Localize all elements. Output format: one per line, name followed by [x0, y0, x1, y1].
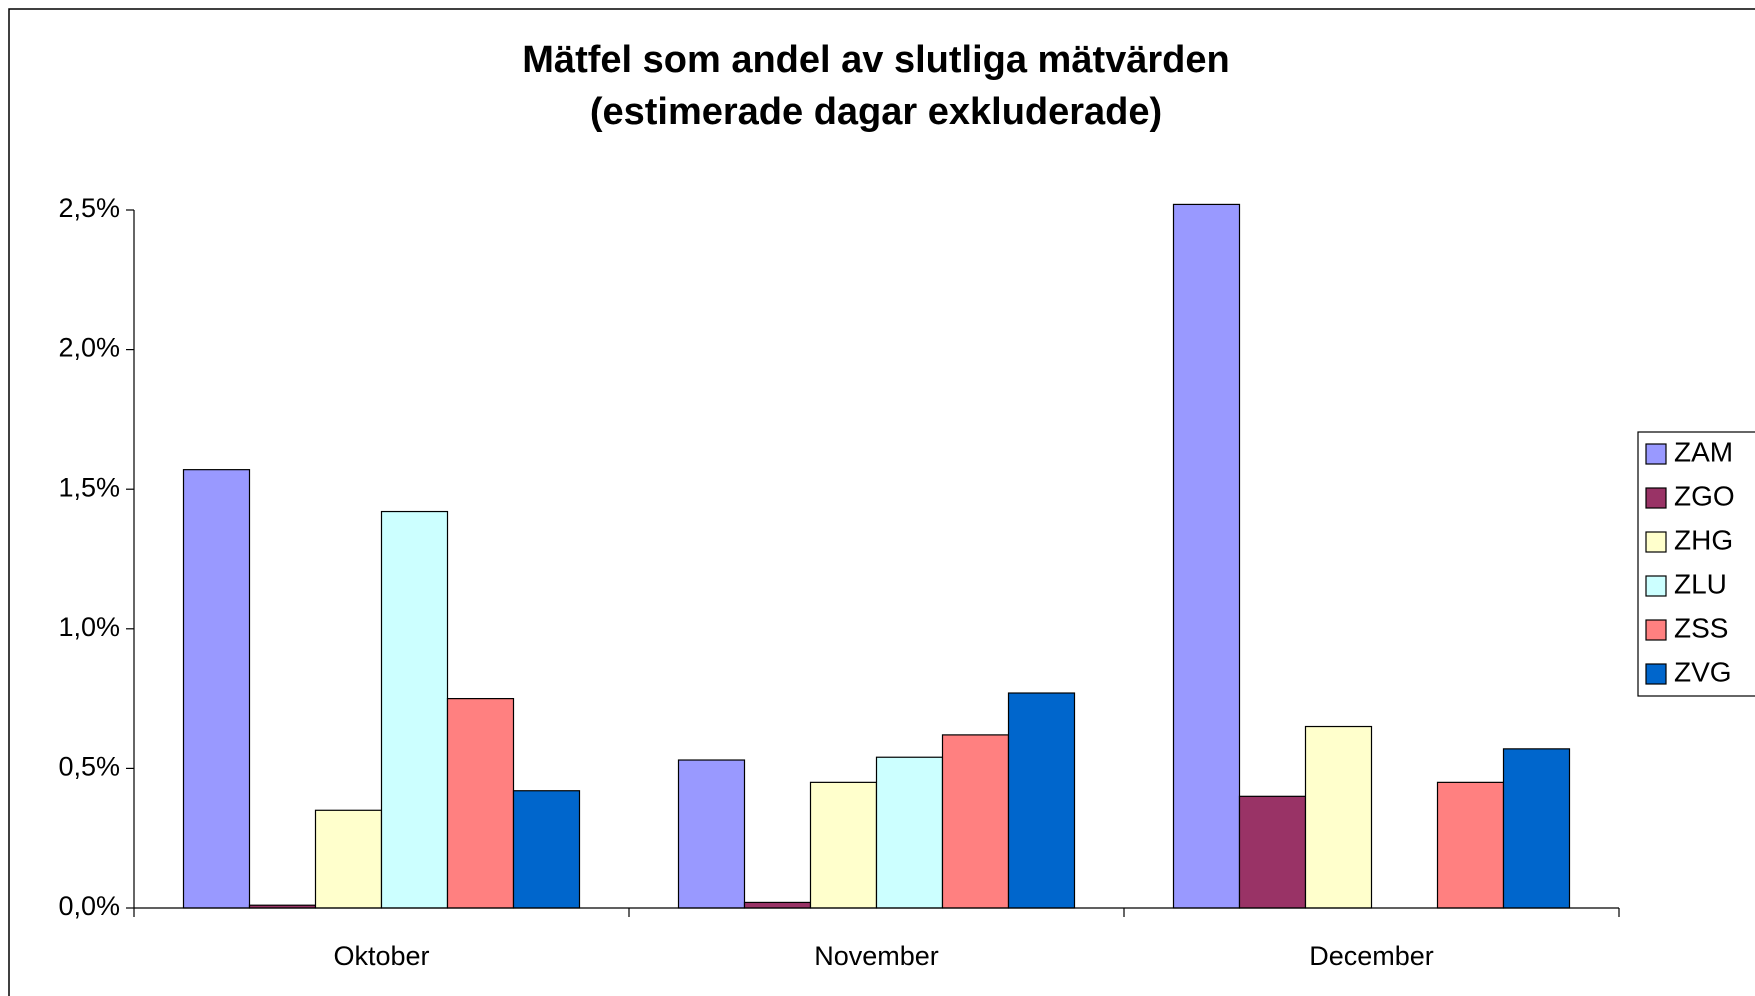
legend-swatch	[1645, 575, 1667, 597]
chart-subtitle: (estimerade dagar exkluderade)	[590, 91, 1162, 133]
x-tick-label: December	[1309, 941, 1434, 971]
legend-box	[1637, 431, 1755, 697]
bar	[1238, 795, 1307, 909]
bar	[380, 510, 449, 909]
bar	[512, 790, 581, 909]
bar	[1304, 725, 1373, 909]
legend-label: ZSS	[1674, 612, 1728, 643]
legend-swatch	[1645, 443, 1667, 465]
bar	[314, 809, 383, 909]
bar	[1172, 203, 1241, 909]
legend-swatch	[1645, 663, 1667, 685]
chart-title: Mätfel som andel av slutliga mätvärden	[522, 39, 1229, 81]
y-tick-label: 2,0%	[58, 333, 120, 363]
legend-label: ZAM	[1674, 436, 1733, 467]
y-tick-label: 1,0%	[58, 612, 120, 642]
legend-swatch	[1645, 619, 1667, 641]
bar	[941, 734, 1010, 909]
bar	[809, 781, 878, 909]
legend-label: ZHG	[1674, 524, 1733, 555]
legend-swatch	[1645, 487, 1667, 509]
bar	[875, 756, 944, 909]
x-tick-label: Oktober	[333, 941, 429, 971]
legend-swatch	[1645, 531, 1667, 553]
legend-label: ZLU	[1674, 568, 1727, 599]
bar	[446, 697, 515, 909]
x-tick-label: November	[814, 941, 939, 971]
legend-label: ZVG	[1674, 656, 1732, 687]
bar	[677, 759, 746, 909]
y-tick-label: 0,5%	[58, 752, 120, 782]
y-tick-label: 1,5%	[58, 472, 120, 502]
bar	[743, 901, 812, 909]
bar	[1436, 781, 1505, 909]
bar	[1502, 748, 1571, 909]
y-tick-label: 0,0%	[58, 891, 120, 921]
legend-label: ZGO	[1674, 480, 1735, 511]
y-tick-label: 2,5%	[58, 193, 120, 223]
bar	[1007, 692, 1076, 909]
bar	[182, 469, 251, 909]
